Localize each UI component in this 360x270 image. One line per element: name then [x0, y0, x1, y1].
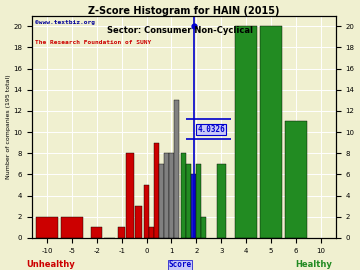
- Text: Sector: Consumer Non-Cyclical: Sector: Consumer Non-Cyclical: [107, 26, 253, 35]
- Bar: [181, 153, 186, 238]
- Bar: [135, 206, 142, 238]
- Bar: [126, 153, 134, 238]
- Bar: [144, 185, 149, 238]
- Bar: [285, 122, 307, 238]
- Text: The Research Foundation of SUNY: The Research Foundation of SUNY: [35, 40, 151, 45]
- Bar: [118, 227, 125, 238]
- Bar: [260, 26, 282, 238]
- Bar: [174, 100, 179, 238]
- Bar: [192, 174, 196, 238]
- Bar: [164, 153, 169, 238]
- Bar: [217, 164, 226, 238]
- Bar: [154, 143, 159, 238]
- Bar: [36, 217, 58, 238]
- Text: 4.0326: 4.0326: [198, 125, 225, 134]
- Text: Healthy: Healthy: [295, 261, 332, 269]
- Bar: [61, 217, 83, 238]
- Text: ©www.textbiz.org: ©www.textbiz.org: [35, 20, 95, 25]
- Bar: [159, 164, 164, 238]
- Bar: [196, 164, 201, 238]
- Text: Unhealthy: Unhealthy: [26, 261, 75, 269]
- Bar: [149, 227, 154, 238]
- Bar: [186, 164, 192, 238]
- Bar: [235, 26, 257, 238]
- Y-axis label: Number of companies (195 total): Number of companies (195 total): [5, 75, 10, 179]
- Bar: [169, 153, 174, 238]
- Bar: [201, 217, 206, 238]
- Text: Score: Score: [168, 261, 192, 269]
- Title: Z-Score Histogram for HAIN (2015): Z-Score Histogram for HAIN (2015): [88, 6, 280, 16]
- Bar: [91, 227, 102, 238]
